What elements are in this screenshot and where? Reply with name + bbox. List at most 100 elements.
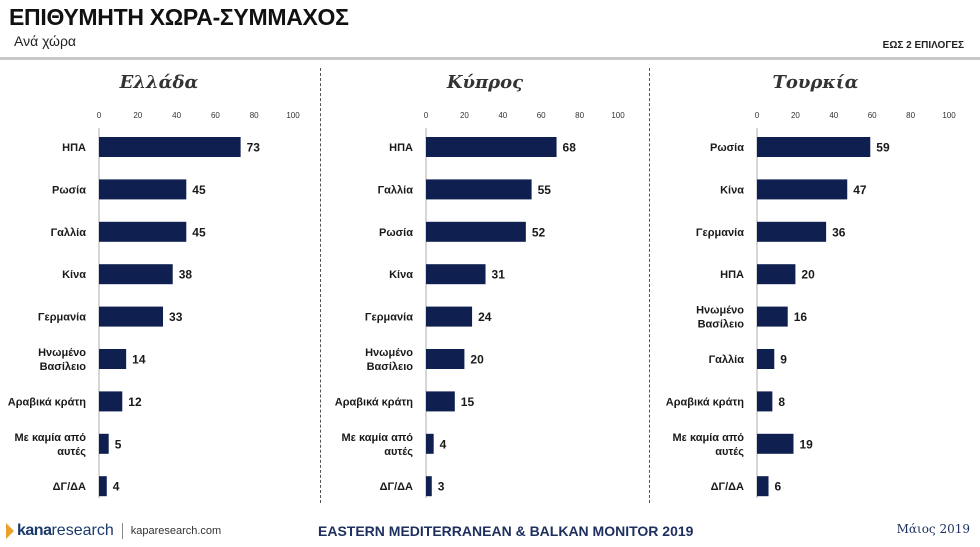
bar (99, 179, 187, 200)
category-label: Γερμανία (696, 227, 744, 239)
panel-greece: Ελλάδα 0 20 40 60 80 100 73 ΗΠΑ 45 Ρωσία 45 Γαλλία 3… (0, 62, 318, 502)
selection-note: ΕΩΣ 2 ΕΠΙΛΟΓΕΣ (882, 40, 964, 51)
data-label: 12 (128, 395, 142, 409)
tick-label: 0 (755, 111, 760, 120)
data-label: 20 (470, 353, 484, 367)
tick-label: 60 (537, 111, 546, 120)
bar (426, 179, 532, 200)
bar (426, 433, 434, 454)
data-label: 52 (532, 225, 546, 239)
data-label: 31 (492, 268, 506, 282)
category-label: Κίνα (720, 184, 744, 196)
panel-turkey: Τουρκία 0 20 40 60 80 100 59 Ρωσία 47 Κίνα 36 Γερμα… (651, 62, 980, 502)
bar (99, 306, 164, 327)
tick-label: 80 (575, 111, 584, 120)
tick-label: 100 (611, 111, 625, 120)
tick-label: 40 (498, 111, 507, 120)
category-label: Αραβικά κράτη (666, 396, 744, 408)
tick-label: 100 (286, 111, 300, 120)
bar (757, 264, 796, 285)
tick-label: 80 (906, 111, 915, 120)
data-label: 68 (563, 141, 577, 155)
category-label: ΗΠΑ (720, 269, 744, 281)
data-label: 45 (192, 183, 206, 197)
category-label: Αραβικά κράτη (335, 396, 413, 408)
tick-label: 80 (250, 111, 259, 120)
panel-divider (320, 68, 321, 503)
bar (99, 221, 187, 242)
tick-label: 60 (211, 111, 220, 120)
tick-label: 20 (133, 111, 142, 120)
data-label: 59 (876, 141, 890, 155)
tick-label: 0 (97, 111, 102, 120)
bar (99, 264, 173, 285)
footer-separator (121, 523, 123, 539)
category-label: Ηνωμένο Βασίλειο (696, 305, 744, 331)
data-label: 20 (801, 268, 815, 282)
footer-monitor-title: EASTERN MEDITERRANEAN & BALKAN MONITOR 2… (318, 523, 694, 539)
bar (757, 179, 848, 200)
data-label: 45 (192, 225, 206, 239)
data-label: 14 (132, 353, 146, 367)
category-label: Γαλλία (51, 227, 87, 239)
data-label: 24 (478, 310, 492, 324)
data-label: 38 (179, 268, 193, 282)
bar (757, 221, 827, 242)
category-label: Ηνωμένο Βασίλειο (38, 347, 86, 373)
header-rule (0, 57, 980, 60)
tick-label: 40 (172, 111, 181, 120)
category-label: Ρωσία (52, 184, 86, 196)
bar (99, 137, 241, 157)
data-label: 16 (794, 310, 808, 324)
bar-chart: 0 20 40 60 80 100 59 Ρωσία 47 Κίνα 36 Γερμανία 20 ΗΠΑ… (666, 111, 956, 498)
category-label: Γαλλία (378, 184, 414, 196)
category-label: Κίνα (389, 269, 413, 281)
tick-label: 60 (868, 111, 877, 120)
panel-title-turkey: Τουρκία (772, 72, 859, 93)
data-label: 8 (778, 395, 785, 409)
category-label: Γαλλία (709, 354, 745, 366)
logo-kana: kana (17, 522, 52, 539)
tick-label: 40 (829, 111, 838, 120)
bar (99, 349, 127, 369)
category-label: ΗΠΑ (389, 142, 413, 154)
tick-label: 20 (791, 111, 800, 120)
bar (757, 137, 871, 157)
bar (99, 391, 123, 412)
category-label: Γερμανία (38, 312, 86, 324)
bar (757, 349, 775, 369)
logo-research: research (51, 522, 114, 539)
bar (757, 306, 788, 327)
bar (426, 221, 526, 242)
data-label: 4 (113, 480, 120, 494)
data-label: 33 (169, 310, 183, 324)
bar (99, 476, 107, 497)
data-label: 19 (799, 437, 813, 451)
bar (426, 476, 432, 497)
panel-cyprus: Κύπρος 0 20 40 60 80 100 68 ΗΠΑ 55 Γαλλία 52 Ρωσία 3… (322, 62, 648, 502)
category-label: Με καμία από αυτές (342, 432, 414, 458)
bar (426, 306, 473, 327)
category-label: Ρωσία (379, 227, 413, 239)
footer-logo: kana research kaparesearch.com (6, 519, 221, 543)
kana-logo-icon (6, 523, 14, 539)
panel-title-greece: Ελλάδα (119, 72, 199, 93)
bar (757, 391, 773, 412)
category-label: ΗΠΑ (62, 142, 86, 154)
tick-label: 0 (424, 111, 429, 120)
data-label: 6 (775, 480, 782, 494)
category-label: Ηνωμένο Βασίλειο (365, 347, 413, 373)
bar (426, 264, 486, 285)
bar (757, 476, 769, 497)
tick-label: 20 (460, 111, 469, 120)
data-label: 3 (438, 480, 445, 494)
data-label: 47 (853, 183, 867, 197)
bar-chart: 0 20 40 60 80 100 68 ΗΠΑ 55 Γαλλία 52 Ρωσία 31 Κίνα 24… (335, 111, 625, 498)
panel-divider (649, 68, 650, 503)
category-label: Αραβικά κράτη (8, 396, 86, 408)
page-subtitle: Ανά χώρα (14, 33, 77, 49)
bar (99, 433, 109, 454)
category-label: Με καμία από αυτές (673, 432, 745, 458)
panel-title-cyprus: Κύπρος (446, 72, 524, 93)
bar (757, 433, 794, 454)
